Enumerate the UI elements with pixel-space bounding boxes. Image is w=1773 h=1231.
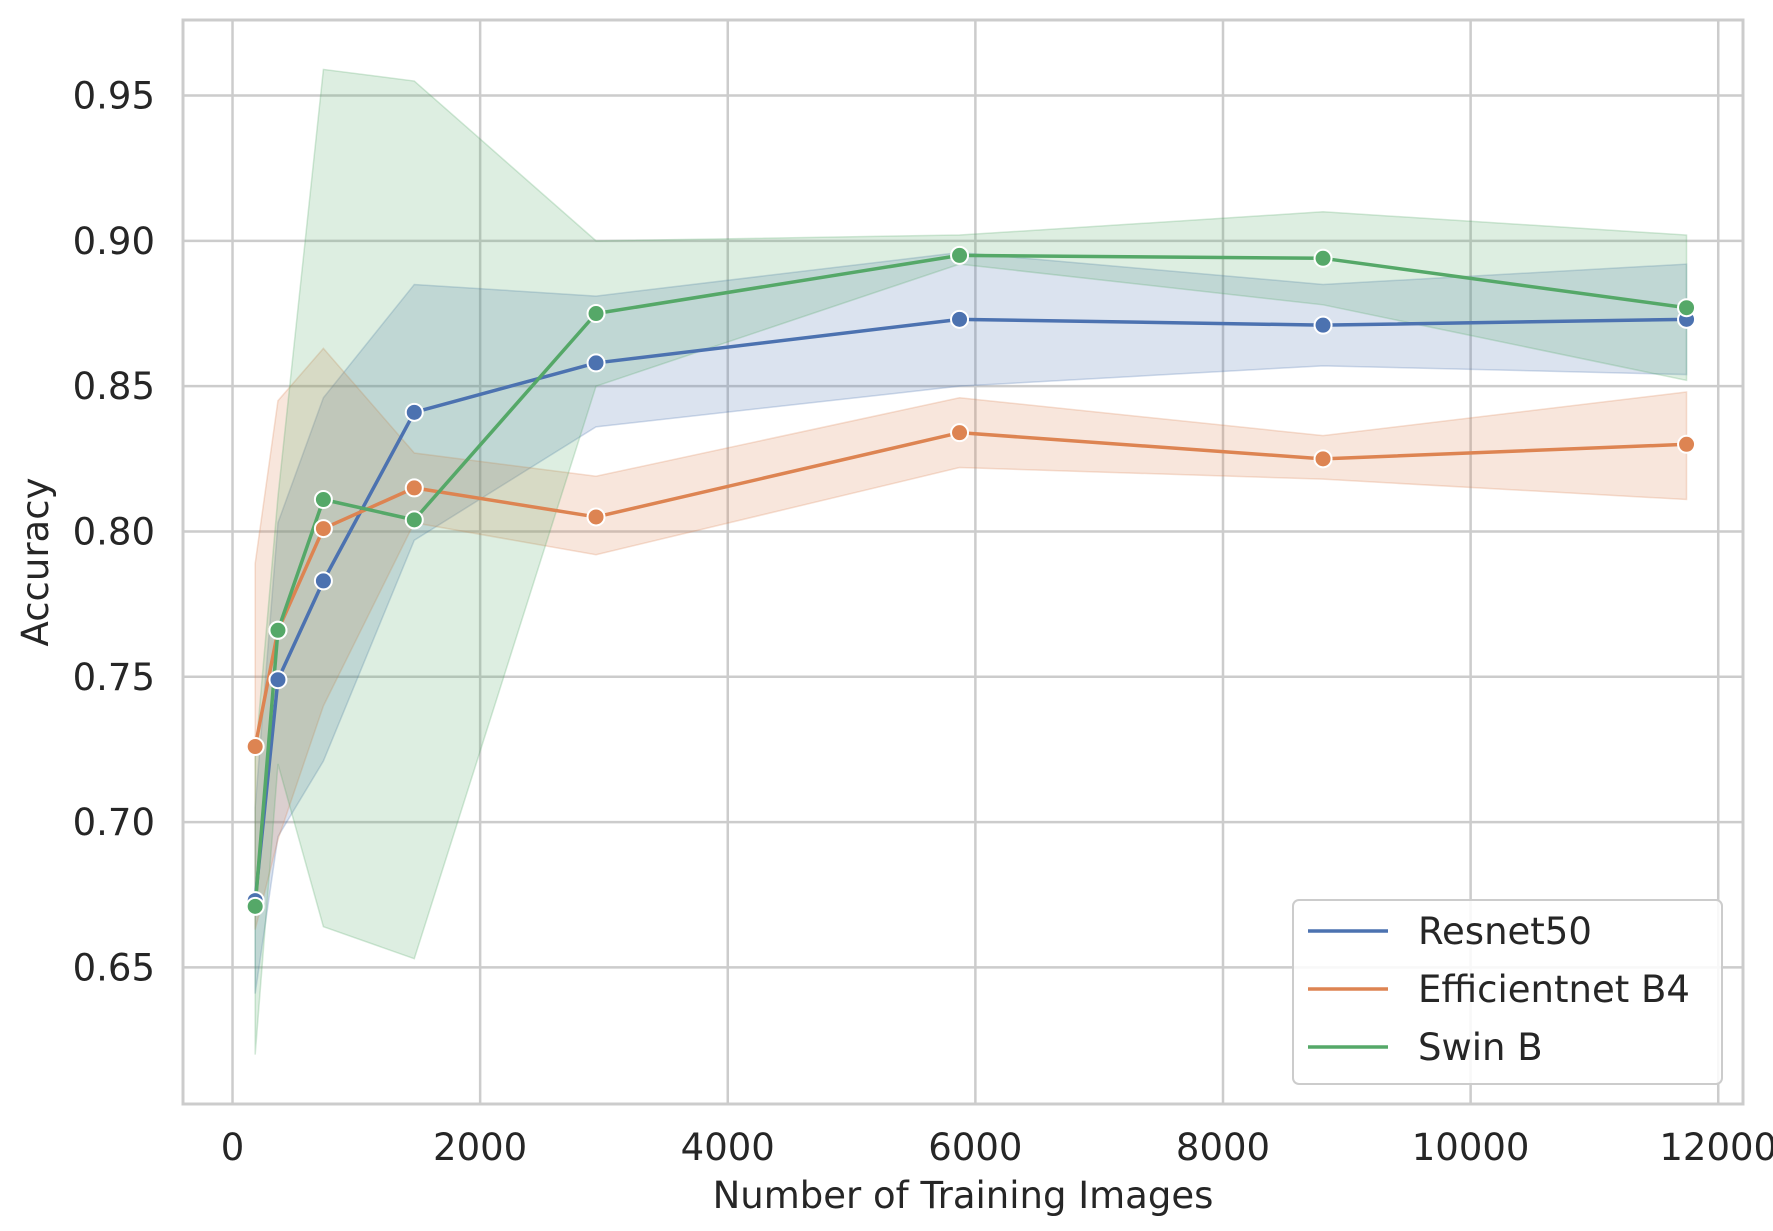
resnet50-point: [1313, 315, 1333, 335]
y-axis-label: Accuracy: [14, 478, 57, 647]
resnet50-point: [950, 309, 970, 329]
series-lines: [253, 253, 1687, 907]
series-markers: [245, 245, 1697, 916]
grid: [183, 20, 1743, 1104]
y-tick-label: 0.95: [73, 75, 155, 118]
x-tick-label: 2000: [433, 1126, 527, 1169]
swin-b-point: [1677, 298, 1697, 318]
swin-b-point: [268, 620, 288, 640]
legend-label-efficientnet-b4: Efficientnet B4: [1418, 968, 1690, 1011]
y-tick-label: 0.85: [73, 365, 155, 408]
swin-b-point: [245, 896, 265, 916]
efficientnet-b4-point: [245, 737, 265, 757]
x-tick-label: 0: [221, 1126, 245, 1169]
x-tick-label: 8000: [1176, 1126, 1270, 1169]
y-tick-label: 0.65: [73, 946, 155, 989]
y-tick-label: 0.80: [73, 510, 155, 553]
swin-b-point: [1313, 248, 1333, 268]
x-axis-label: Number of Training Images: [713, 1174, 1214, 1217]
swin-b-point: [404, 510, 424, 530]
y-tick-labels: 0.65 0.70 0.75 0.80 0.85 0.90 0.95: [73, 75, 155, 990]
swin-b-ci-band: [254, 68, 1688, 1055]
legend-label-resnet50: Resnet50: [1418, 910, 1592, 953]
resnet50-point: [586, 353, 606, 373]
resnet50-point: [313, 571, 333, 591]
efficientnet-b4-point: [1313, 449, 1333, 469]
confidence-bands: [254, 68, 1688, 1055]
y-tick-label: 0.75: [73, 656, 155, 699]
x-tick-label: 6000: [928, 1126, 1022, 1169]
legend-label-swin-b: Swin B: [1418, 1026, 1543, 1069]
x-tick-labels: 0 2000 4000 6000 8000 10000 12000: [221, 1126, 1773, 1169]
y-tick-label: 0.90: [73, 220, 155, 263]
x-tick-label: 12000: [1659, 1126, 1773, 1169]
swin-b-line: [253, 253, 1687, 907]
swin-b-point: [586, 304, 606, 324]
resnet50-point: [268, 670, 288, 690]
x-tick-label: 4000: [681, 1126, 775, 1169]
resnet50-line: [253, 317, 1687, 901]
efficientnet-b4-point: [950, 423, 970, 443]
plot-frame: [181, 18, 1745, 1106]
resnet50-ci-band: [254, 251, 1688, 994]
efficientnet-b4-point: [1677, 434, 1697, 454]
efficientnet-b4-point: [313, 519, 333, 539]
efficientnet-b4-point: [586, 507, 606, 527]
resnet50-point: [404, 402, 424, 422]
swin-b-point: [313, 490, 333, 510]
y-tick-label: 0.70: [73, 801, 155, 844]
x-tick-label: 10000: [1412, 1126, 1530, 1169]
efficientnet-b4-point: [404, 478, 424, 498]
legend: Resnet50 Efficientnet B4 Swin B: [1292, 899, 1723, 1085]
efficientnet-b4-ci-band: [254, 347, 1688, 930]
swin-b-point: [950, 245, 970, 265]
legend-box: [1292, 899, 1723, 1085]
